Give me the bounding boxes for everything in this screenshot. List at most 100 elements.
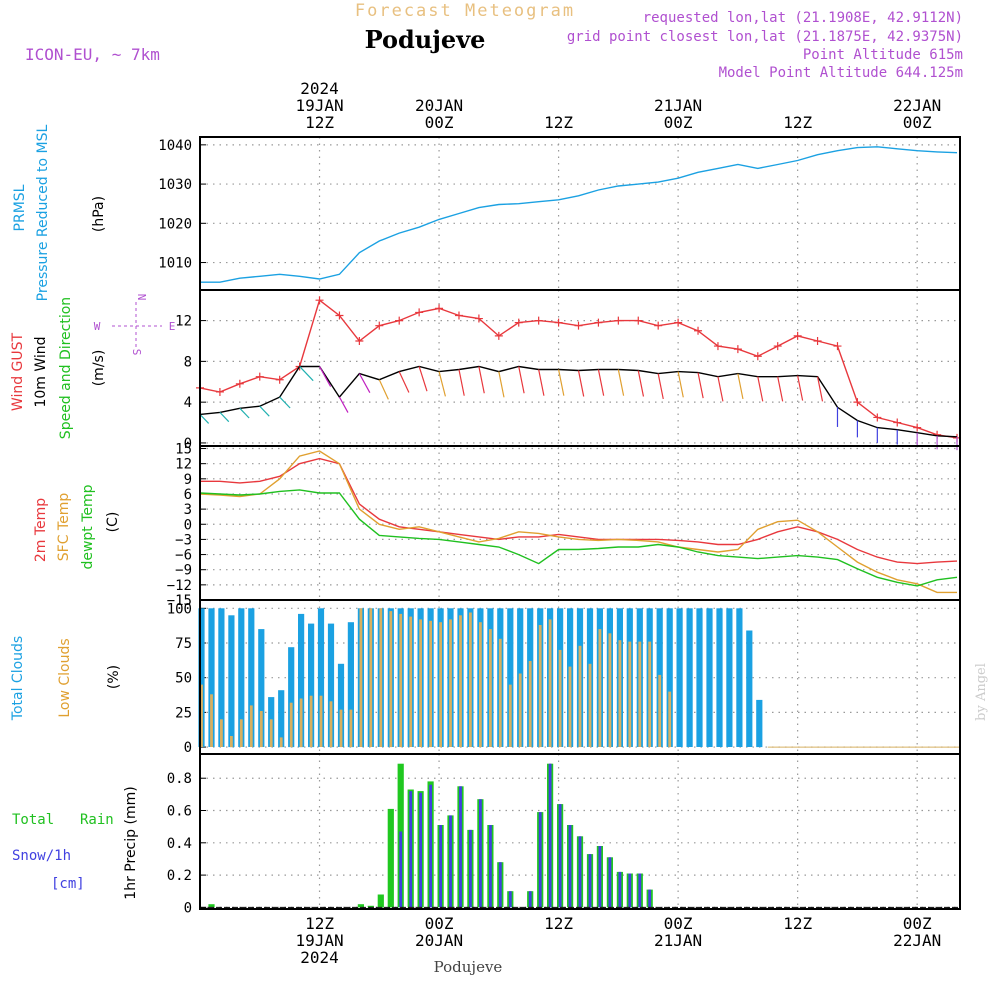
wind-arrow [577,370,585,397]
gust-marker [335,311,344,320]
pressure-unit-label: (hPa) [91,196,107,232]
clouds-bar-0 [288,647,295,748]
footer-location: Podujeve [434,958,503,976]
precip-bar-1 [459,786,462,908]
wind-arrow [657,373,664,400]
gust-marker [853,398,862,407]
clouds-bar-1 [568,666,572,748]
clouds-bar-1 [508,684,512,747]
temperature-series-0 [200,457,958,565]
total-label: Total [12,812,54,828]
wind-ytick-label: 0 [184,436,192,452]
gust-marker [634,316,643,325]
time-axis-label: 00Z [425,914,454,933]
clouds-bar-0 [716,608,723,747]
gust-marker [355,336,364,345]
clouds-bar-1 [608,633,612,748]
clouds-bar-1 [598,629,602,747]
wind-arrow [199,413,210,424]
wind-arrow [757,376,764,402]
clouds-bar-1 [269,719,273,747]
clouds-bar-0 [666,608,673,747]
precip-bar-1 [508,891,512,908]
time-axis-label: 20JAN [415,931,463,950]
temperature-ytick-label: 6 [184,487,192,503]
clouds-bar-1 [289,702,293,748]
gust-marker [275,375,284,384]
wind-arrow [737,373,744,400]
clouds-bar-1 [210,694,213,747]
clouds-bar-1 [299,698,303,748]
clouds-bar-1 [399,613,403,748]
wind-arrow [717,376,724,402]
gust-marker [375,321,384,330]
clouds-bar-0 [208,608,215,747]
wind-arrow [219,411,230,423]
gust-marker [773,342,782,351]
gust-marker [494,331,503,340]
precip-bar-1 [489,825,492,908]
gust-marker [514,318,523,327]
wind-arrow [358,373,371,393]
clouds-bar-0 [278,690,285,748]
temperature-ytick-label: 12 [175,457,192,473]
clouds-bar-0 [746,630,753,747]
clouds-bar-0 [726,608,733,747]
precip-unit-label: 1hr Precip (mm) [123,786,139,899]
clouds-bar-1 [618,640,622,747]
precip-bar-0 [357,904,364,908]
precip-bar-1 [479,799,482,908]
gust-marker [534,316,543,325]
wind-arrow [338,396,349,413]
gust-marker [315,296,324,305]
precip-bar-1 [469,829,472,908]
precip-bar-1 [568,825,572,908]
time-axis-label: 21JAN [654,931,702,950]
wind-arrow [498,371,505,398]
precip-bar-0 [377,894,384,908]
rain-label: Rain [80,812,114,828]
precip-bar-1 [439,825,442,908]
clouds-bar-1 [379,608,383,747]
wind-arrow [538,369,545,396]
temperature-ytick-label: 9 [184,472,192,488]
temperature-ytick-label: −15 [167,593,192,609]
time-axis-label: 00Z [664,914,693,933]
gust-marker [913,423,922,432]
gust-marker [395,316,404,325]
clouds-bar-1 [309,695,313,747]
wind-panel: Wind GUST 10m Wind Speed and Direction (… [10,289,962,452]
precip-bar-1 [628,873,632,908]
time-axis-label: 12Z [544,914,573,933]
wind-arrow [299,366,314,382]
precip-bar-1 [638,873,642,908]
clouds-bar-0 [736,608,743,747]
clouds-bar-1 [319,695,323,747]
precip-bar-0 [367,905,374,908]
wind-arrow [378,379,389,400]
compass-n: N [135,294,148,301]
gust-marker [235,379,244,388]
clouds-bar-1 [469,612,472,748]
temperature-frame [199,445,961,601]
clouds-bar-0 [228,615,235,748]
clouds-bar-1 [518,673,522,747]
clouds-ytick-label: 0 [184,740,192,756]
time-axis-label: 00Z [425,113,454,132]
clouds-bar-1 [439,622,442,748]
clouds-bar-0 [756,699,763,748]
wind-arrow [518,366,525,394]
temperature-series-2 [199,489,958,587]
precip-bar-1 [588,854,592,908]
clouds-bar-0 [327,623,335,748]
wind-arrow [617,369,625,396]
clouds-bar-1 [538,625,542,748]
clouds-bar-0 [238,608,245,747]
grid-point-coords: grid point closest lon,lat (21.1875E, 42… [567,29,963,45]
gust-marker [813,336,822,345]
wind-arrow [279,396,291,409]
clouds-bar-1 [489,629,492,747]
pressure-ytick-label: 1030 [158,177,192,193]
